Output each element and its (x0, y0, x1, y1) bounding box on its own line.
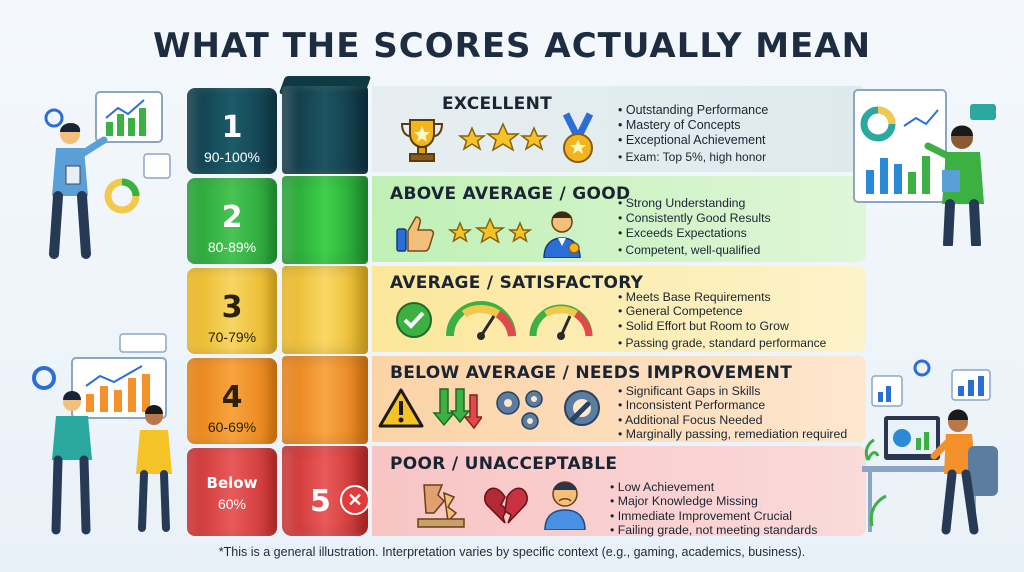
list-item: Exceptional Achievement (618, 133, 768, 148)
gauge-icon (446, 301, 516, 340)
score-number: 2 (221, 200, 243, 235)
row-bullets: Significant Gaps in Skills Inconsistent … (618, 384, 847, 442)
warning-icon (378, 388, 424, 428)
down-arrows-icon (432, 388, 482, 430)
gauge-icon (529, 304, 593, 340)
pillar-segment-2 (282, 176, 368, 264)
list-item: Outstanding Performance (618, 103, 768, 118)
list-item: Solid Effort but Room to Grow (618, 319, 826, 333)
person-medal-icon (543, 211, 581, 258)
pillar-segment-3 (282, 266, 368, 354)
list-item: Significant Gaps in Skills (618, 384, 847, 398)
score-row-excellent: EXCELLENT Outstanding Performance Master… (372, 86, 866, 172)
list-item: Meets Base Requirements (618, 290, 826, 304)
team-chart-illustration (32, 333, 172, 535)
row-heading: POOR / UNACCEPTABLE (390, 454, 618, 474)
desk-worker-illustration (862, 359, 998, 535)
list-item: Marginally passing, remediation required (618, 427, 847, 441)
list-item: Inconsistent Performance (618, 398, 847, 412)
gears-icon (496, 390, 543, 430)
list-item: Exceeds Expectations (618, 226, 771, 241)
broken-trophy-icon (417, 484, 465, 528)
footnote: *This is a general illustration. Interpr… (218, 545, 806, 559)
list-item: General Competence (618, 304, 826, 318)
score-range: 70-79% (207, 329, 257, 345)
list-item: Strong Understanding (618, 196, 771, 211)
broken-heart-icon (484, 487, 528, 524)
row-heading: ABOVE AVERAGE / GOOD (390, 184, 631, 204)
pillar-segment-1 (282, 86, 368, 174)
score-number: 1 (221, 110, 243, 145)
row-bullets: Meets Base Requirements General Competen… (618, 290, 827, 351)
score-row-poor: POOR / UNACCEPTABLE Low Achievement Majo… (372, 446, 866, 538)
list-item: Additional Focus Needed (618, 413, 847, 427)
pillar-segment-4 (282, 356, 368, 444)
score-segment-5: Below 60% (187, 448, 277, 536)
score-number: 3 (221, 290, 243, 325)
row-heading: AVERAGE / SATISFACTORY (390, 273, 644, 293)
score-number: 4 (221, 380, 243, 415)
row-bullets: Outstanding Performance Mastery of Conce… (618, 103, 769, 165)
trophy-icon (400, 119, 444, 162)
row-heading: BELOW AVERAGE / NEEDS IMPROVEMENT (390, 363, 793, 383)
gear-wrench-icon (564, 390, 600, 426)
analyst-illustration (853, 89, 996, 246)
list-item: Immediate Improvement Crucial (610, 509, 817, 523)
score-segment-4: 4 60-69% (187, 358, 277, 444)
list-item: Passing grade, standard performance (618, 336, 827, 350)
stars-icon (448, 217, 532, 244)
score-range: 90-100% (203, 149, 261, 165)
check-icon (396, 302, 432, 338)
score-range: 60-69% (207, 419, 257, 435)
score-segment-1: 1 90-100% (187, 88, 277, 174)
medal-icon (562, 112, 594, 163)
score-row-average: AVERAGE / SATISFACTORY Meets Base Requir… (372, 266, 866, 352)
sad-person-icon (544, 481, 586, 530)
score-row-below-average: BELOW AVERAGE / NEEDS IMPROVEMENT Signif… (372, 356, 866, 442)
list-item: Exam: Top 5%, high honor (618, 150, 768, 165)
list-item: Failing grade, not meeting standards (610, 523, 818, 537)
score-row-good: ABOVE AVERAGE / GOOD Strong Understandin… (372, 176, 866, 262)
score-range: 80-89% (207, 239, 257, 255)
row-bullets: Strong Understanding Consistently Good R… (618, 196, 771, 258)
list-item: Mastery of Concepts (618, 118, 768, 133)
score-segment-3: 3 70-79% (187, 268, 277, 354)
score-segment-2: 2 80-89% (187, 178, 277, 264)
list-item: Major Knowledge Missing (610, 494, 817, 508)
list-item: Low Achievement (610, 480, 817, 494)
level-5-number: 5 (310, 484, 331, 519)
list-item: Competent, well-qualified (618, 243, 771, 258)
row-heading: EXCELLENT (442, 94, 553, 114)
stars-icon (458, 122, 548, 152)
fail-icon: ✕ (340, 485, 370, 515)
score-number: Below (206, 474, 258, 492)
page-title: WHAT THE SCORES ACTUALLY MEAN (152, 26, 872, 66)
person-presenting-illustration (44, 91, 171, 259)
list-item: Consistently Good Results (618, 211, 771, 226)
row-bullets: Low Achievement Major Knowledge Missing … (610, 480, 818, 538)
score-range: 60% (217, 496, 247, 512)
thumbs-up-icon (396, 216, 435, 252)
